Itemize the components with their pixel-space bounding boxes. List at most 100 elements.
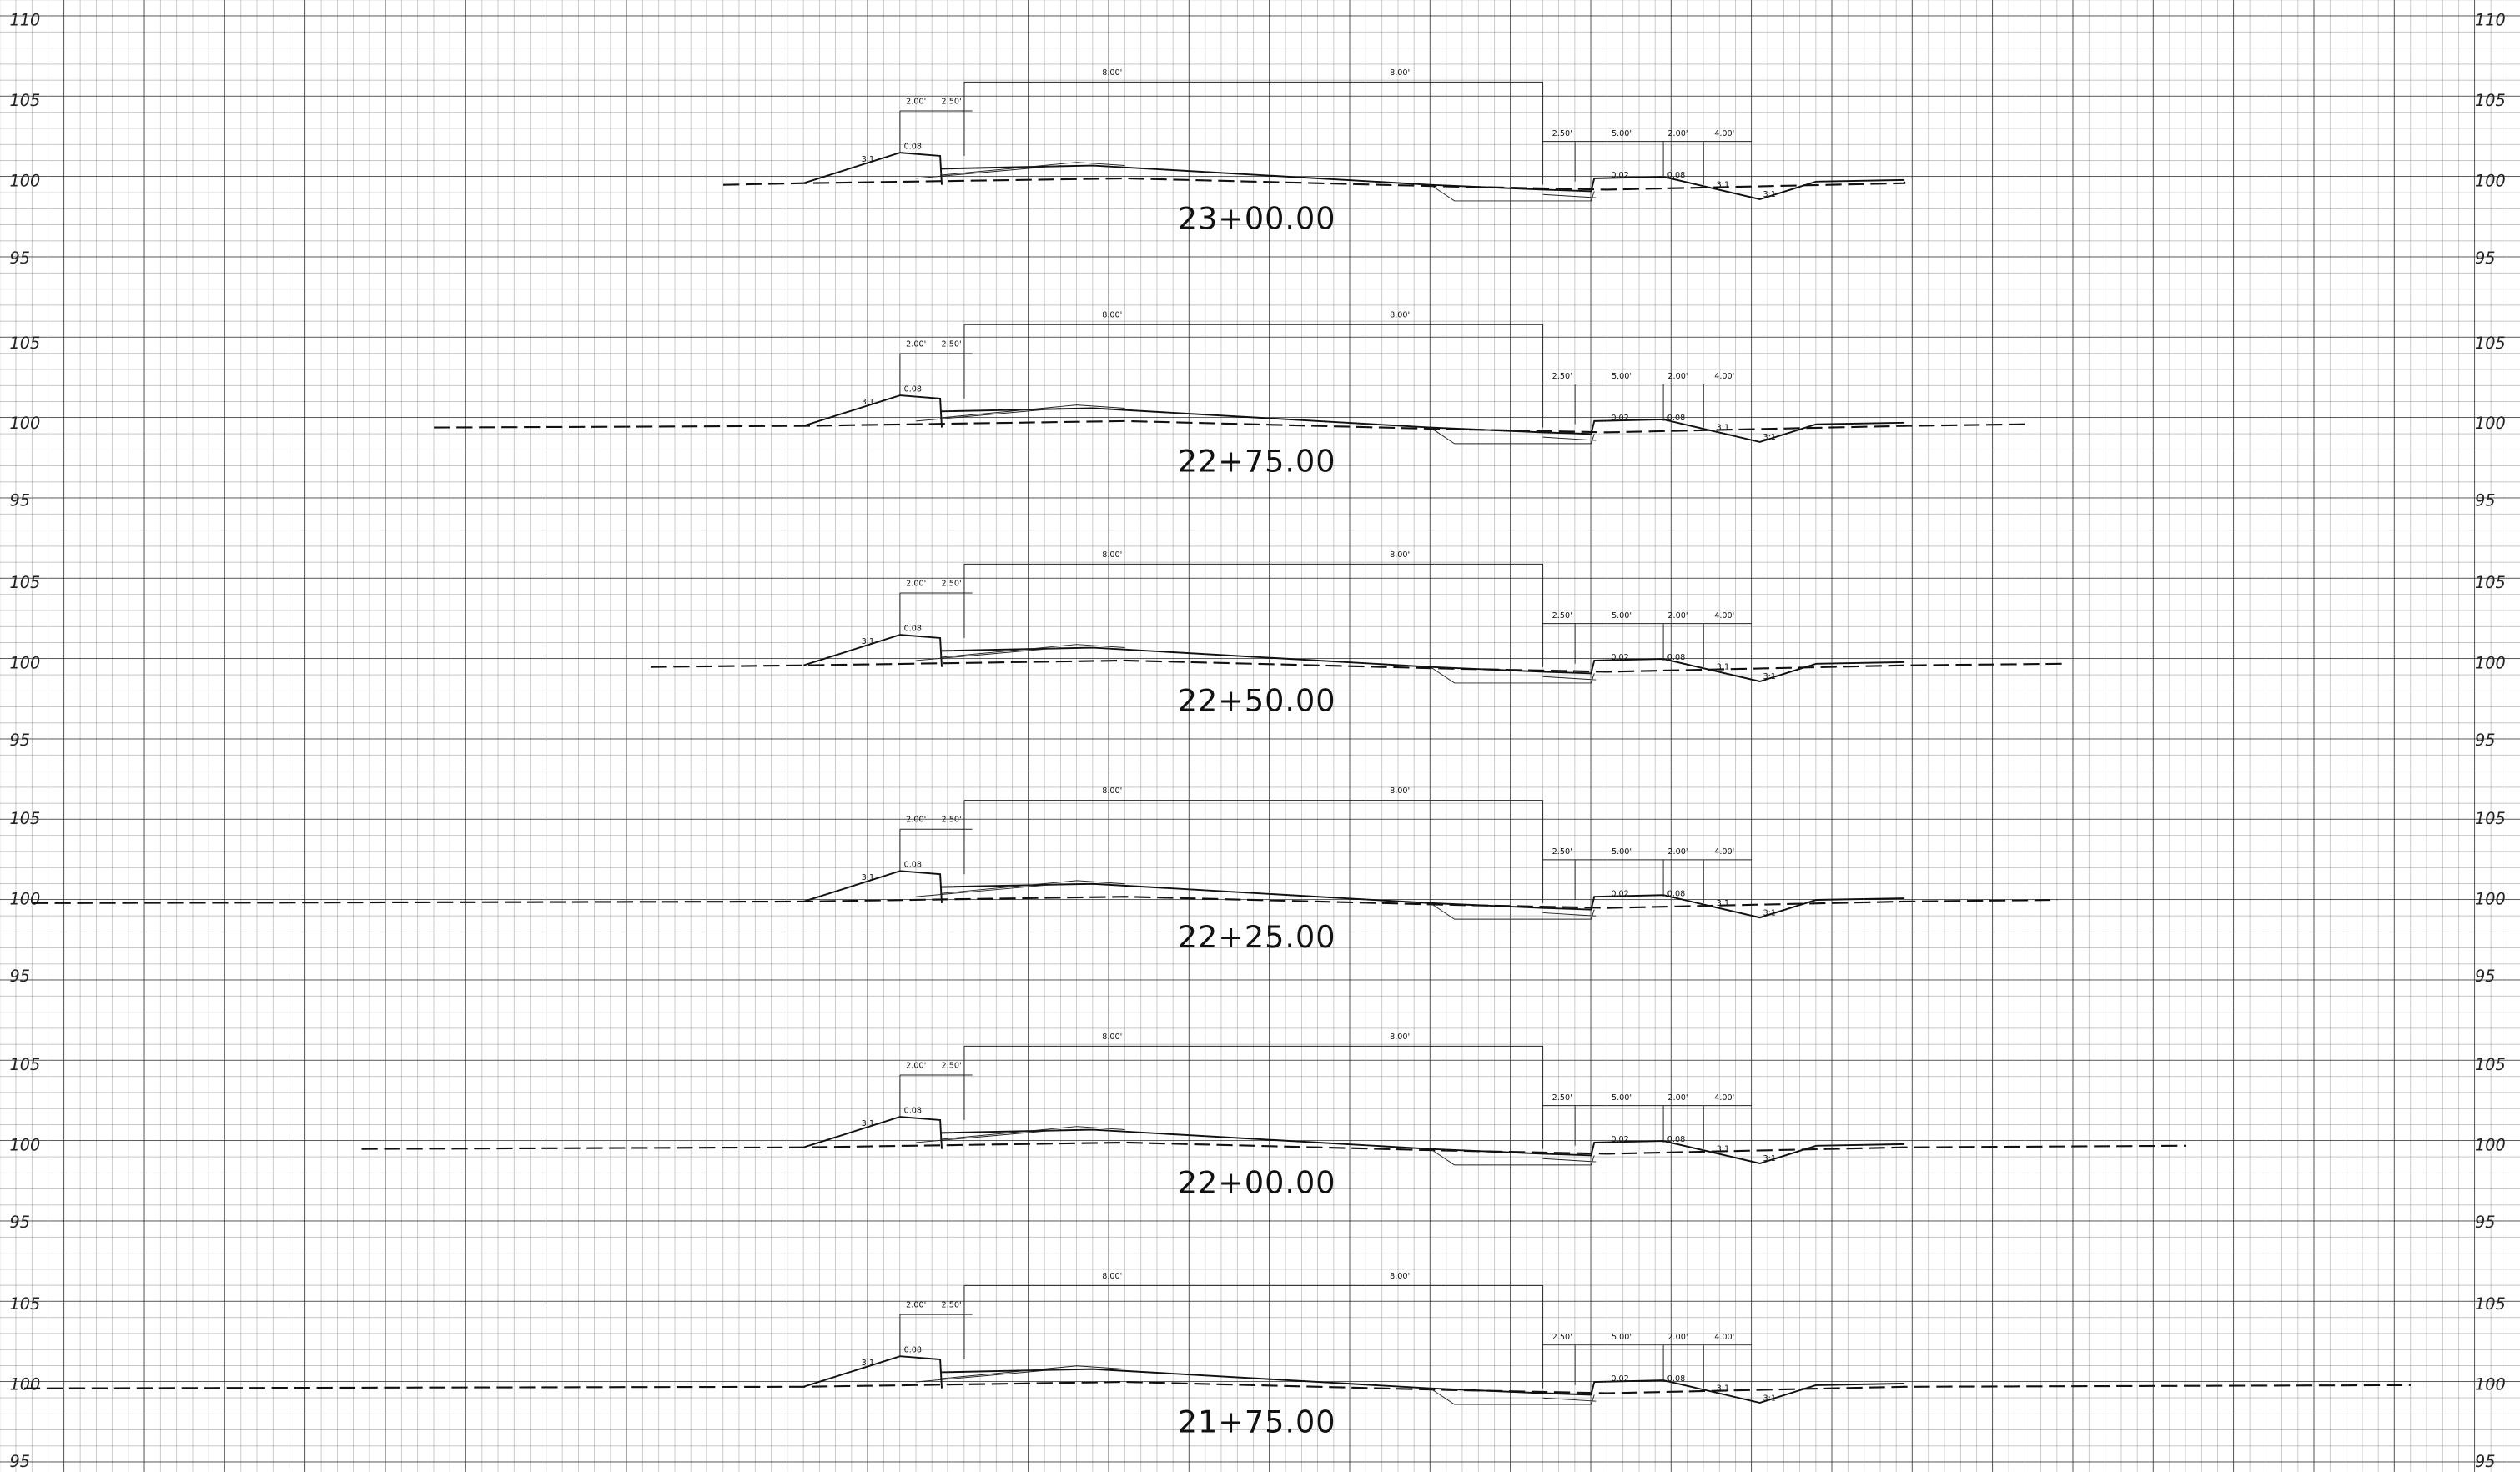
- dimension-label: 0.08: [904, 142, 922, 151]
- proposed-profile: [803, 870, 1905, 919]
- dimension-lines: [899, 81, 1753, 185]
- dimension-label: 2.00': [906, 579, 926, 588]
- elevation-label: 95: [2475, 731, 2496, 750]
- dimension-label: 3:1: [1763, 672, 1777, 681]
- dimension-label: 8.00': [1390, 1272, 1410, 1281]
- dimension-label: 8.00': [1102, 550, 1122, 560]
- elevation-label: 110: [10, 11, 41, 30]
- dimension-label: 2.50': [942, 339, 962, 349]
- dimension-label: 5.00': [1612, 847, 1632, 857]
- elevation-label: 100: [10, 1135, 41, 1154]
- dimension-label: 8.00': [1102, 68, 1122, 78]
- dimension-label: 3:1: [1717, 181, 1730, 190]
- dimension-label: 3:1: [1763, 190, 1777, 199]
- dimension-label: 0.08: [904, 1345, 922, 1354]
- dimension-label: 0.02: [1611, 414, 1628, 423]
- cross-section: 110 110 105 105 100 100 95 95 8.00' 8.00' 2.00' 2.5…: [10, 11, 2506, 268]
- dimension-label: 8.00': [1390, 550, 1410, 560]
- elevation-label: 95: [10, 1452, 31, 1471]
- dimension-label: 2.50': [1552, 847, 1572, 857]
- elevation-label: 105: [2475, 91, 2506, 110]
- station-label: 22+50.00: [1178, 683, 1336, 719]
- elevation-label: 100: [2475, 414, 2506, 433]
- elevation-label: 105: [10, 809, 41, 828]
- proposed-profile: [803, 634, 1905, 682]
- elevation-label: 105: [10, 1294, 41, 1314]
- dimension-label: 3:1: [1717, 1384, 1730, 1394]
- dimension-label: 2.50': [1552, 372, 1572, 381]
- elevation-label: 100: [10, 1374, 41, 1394]
- elevation-label: 95: [10, 967, 31, 986]
- dimension-label: 4.00': [1714, 1333, 1734, 1342]
- dimension-label: 5.00': [1612, 129, 1632, 138]
- elevation-label: 105: [2475, 573, 2506, 592]
- pavement-layers: [916, 644, 1597, 684]
- dimension-label: 0.08: [1667, 653, 1685, 662]
- dimension-label: 2.50': [1552, 611, 1572, 620]
- dimension-label: 3:1: [1763, 433, 1777, 442]
- dimension-label: 3:1: [862, 873, 875, 882]
- dimension-label: 0.08: [1667, 889, 1685, 898]
- dimension-lines: [899, 1045, 1753, 1149]
- dimension-label: 0.02: [1611, 171, 1628, 180]
- elevation-label: 95: [2475, 1213, 2496, 1232]
- elevation-label: 100: [10, 171, 41, 190]
- dimension-label: 3:1: [1717, 899, 1730, 908]
- dimension-label: 2.00': [906, 97, 926, 106]
- dimension-label: 2.50': [942, 816, 962, 825]
- dimension-label: 2.00': [1667, 129, 1688, 138]
- dimension-lines: [899, 563, 1753, 667]
- elevation-label: 100: [10, 414, 41, 433]
- dimension-label: 2.50': [942, 1061, 962, 1070]
- dimension-label: 3:1: [1763, 908, 1777, 917]
- dimension-label: 2.00': [1667, 611, 1688, 620]
- dimension-label: 5.00': [1612, 1333, 1632, 1342]
- station-label: 23+00.00: [1178, 201, 1336, 237]
- dimension-label: 2.00': [1667, 372, 1688, 381]
- elevation-label: 100: [2475, 1374, 2506, 1394]
- elevation-label: 100: [10, 653, 41, 672]
- elevation-label: 110: [2475, 11, 2506, 30]
- dimension-label: 0.08: [1667, 171, 1685, 180]
- dimension-label: 4.00': [1714, 611, 1734, 620]
- dimension-label: 0.08: [904, 384, 922, 394]
- dimension-label: 5.00': [1612, 1093, 1632, 1103]
- dimension-label: 3:1: [1717, 1145, 1730, 1154]
- elevation-label: 95: [10, 731, 31, 750]
- elevation-label: 105: [2475, 809, 2506, 828]
- elevation-label: 105: [10, 91, 41, 110]
- dimension-lines: [899, 1284, 1753, 1389]
- dimension-label: 5.00': [1612, 611, 1632, 620]
- elevation-label: 105: [2475, 334, 2506, 353]
- dimension-label: 0.08: [1667, 1135, 1685, 1144]
- elevation-label: 105: [10, 573, 41, 592]
- dimension-label: 2.50': [942, 579, 962, 588]
- dimension-label: 3:1: [862, 1119, 875, 1128]
- dimension-label: 2.00': [1667, 1093, 1688, 1103]
- elevation-label: 100: [2475, 1135, 2506, 1154]
- station-label: 22+25.00: [1178, 919, 1336, 955]
- dimension-label: 8.00': [1102, 1032, 1122, 1042]
- dimension-label: 5.00': [1612, 372, 1632, 381]
- dimension-label: 4.00': [1714, 1093, 1734, 1103]
- dimension-label: 2.00': [1667, 1333, 1688, 1342]
- dimension-label: 8.00': [1390, 786, 1410, 796]
- elevation-label: 95: [10, 491, 31, 510]
- cross-section: 105 105 100 100 95 95 8.00' 8.00' 2.00' 2.50' 0.08…: [10, 1272, 2506, 1471]
- elevation-label: 105: [10, 334, 41, 353]
- dimension-label: 3:1: [862, 1359, 875, 1368]
- dimension-label: 8.00': [1390, 311, 1410, 320]
- cross-section: 105 105 100 100 95 95 8.00' 8.00' 2.00' 2.50' 0.08…: [10, 786, 2506, 986]
- elevation-label: 95: [2475, 967, 2496, 986]
- pavement-layers: [916, 162, 1597, 202]
- elevation-label: 100: [2475, 653, 2506, 672]
- dimension-label: 3:1: [1763, 1394, 1777, 1403]
- dimension-label: 3:1: [1717, 663, 1730, 672]
- pavement-layers: [916, 1126, 1597, 1166]
- dimension-label: 8.00': [1102, 786, 1122, 796]
- proposed-profile: [803, 394, 1905, 443]
- dimension-label: 2.00': [906, 1061, 926, 1070]
- proposed-profile: [803, 1116, 1905, 1164]
